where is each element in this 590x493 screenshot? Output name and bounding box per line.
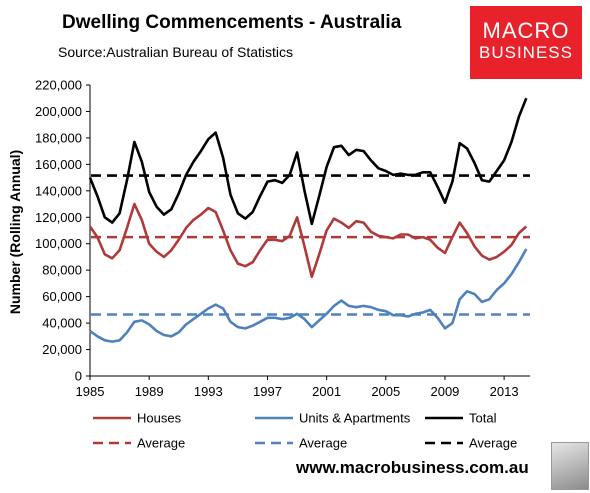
logo-line-business: BUSINESS [479, 43, 573, 62]
x-tick-label: 1993 [194, 384, 223, 399]
legend-item-average-total: Average [425, 436, 517, 451]
legend-label: Average [469, 436, 517, 451]
y-tick-label: 220,000 [35, 78, 82, 93]
footer-url: www.macrobusiness.com.au [296, 458, 529, 477]
y-tick-label: 160,000 [35, 157, 82, 172]
x-tick-label: 1997 [253, 384, 282, 399]
x-tick-label: 1989 [135, 384, 164, 399]
y-tick-label: 100,000 [35, 236, 82, 251]
series-line-units-and-apartments [89, 248, 528, 343]
y-tick-label: 200,000 [35, 104, 82, 119]
macrobusiness-logo: MACRO BUSINESS [470, 6, 582, 79]
chart-axes: 0 20,000 40,000 60,000 80,000 100,000 120,000 1… [35, 78, 530, 399]
average-lines [91, 174, 530, 316]
x-tick-label: 2005 [371, 384, 400, 399]
legend-item-units-and-apartments: Units & Apartments [255, 411, 411, 426]
y-tick-label: 0 [75, 369, 82, 384]
x-tick-label: 2001 [312, 384, 341, 399]
series-lines [88, 97, 528, 343]
y-tick-label: 40,000 [42, 316, 82, 331]
legend-item-average-units-and-apartments: Average [255, 436, 347, 451]
series-line-houses [88, 202, 528, 279]
legend-label: Units & Apartments [299, 411, 411, 426]
legend-item-total: Total [425, 411, 497, 426]
x-tick-label: 1985 [76, 384, 105, 399]
series-line-total [88, 97, 528, 226]
y-tick-label: 60,000 [42, 289, 82, 304]
legend-label: Average [137, 436, 185, 451]
chart-title: Dwelling Commencements - Australia [62, 12, 402, 33]
legend-label: Houses [137, 411, 182, 426]
wolf-logo-icon [551, 442, 589, 490]
legend-item-houses: Houses [93, 411, 182, 426]
y-tick-label: 180,000 [35, 130, 82, 145]
legend-item-average-houses: Average [93, 436, 185, 451]
x-tick-label: 2013 [490, 384, 519, 399]
x-tick-label: 2009 [430, 384, 459, 399]
chart-source: Source:Australian Bureau of Statistics [58, 44, 294, 60]
legend-label: Average [299, 436, 347, 451]
logo-line-macro: MACRO [482, 18, 570, 43]
y-axis-label: Number (Rolling Annual) [7, 150, 23, 314]
legend: Houses Units & Apartments Total Average Aver… [93, 411, 517, 451]
y-tick-label: 120,000 [35, 210, 82, 225]
y-tick-label: 20,000 [42, 342, 82, 357]
y-tick-label: 80,000 [42, 263, 82, 278]
legend-label: Total [469, 411, 497, 426]
y-tick-label: 140,000 [35, 183, 82, 198]
